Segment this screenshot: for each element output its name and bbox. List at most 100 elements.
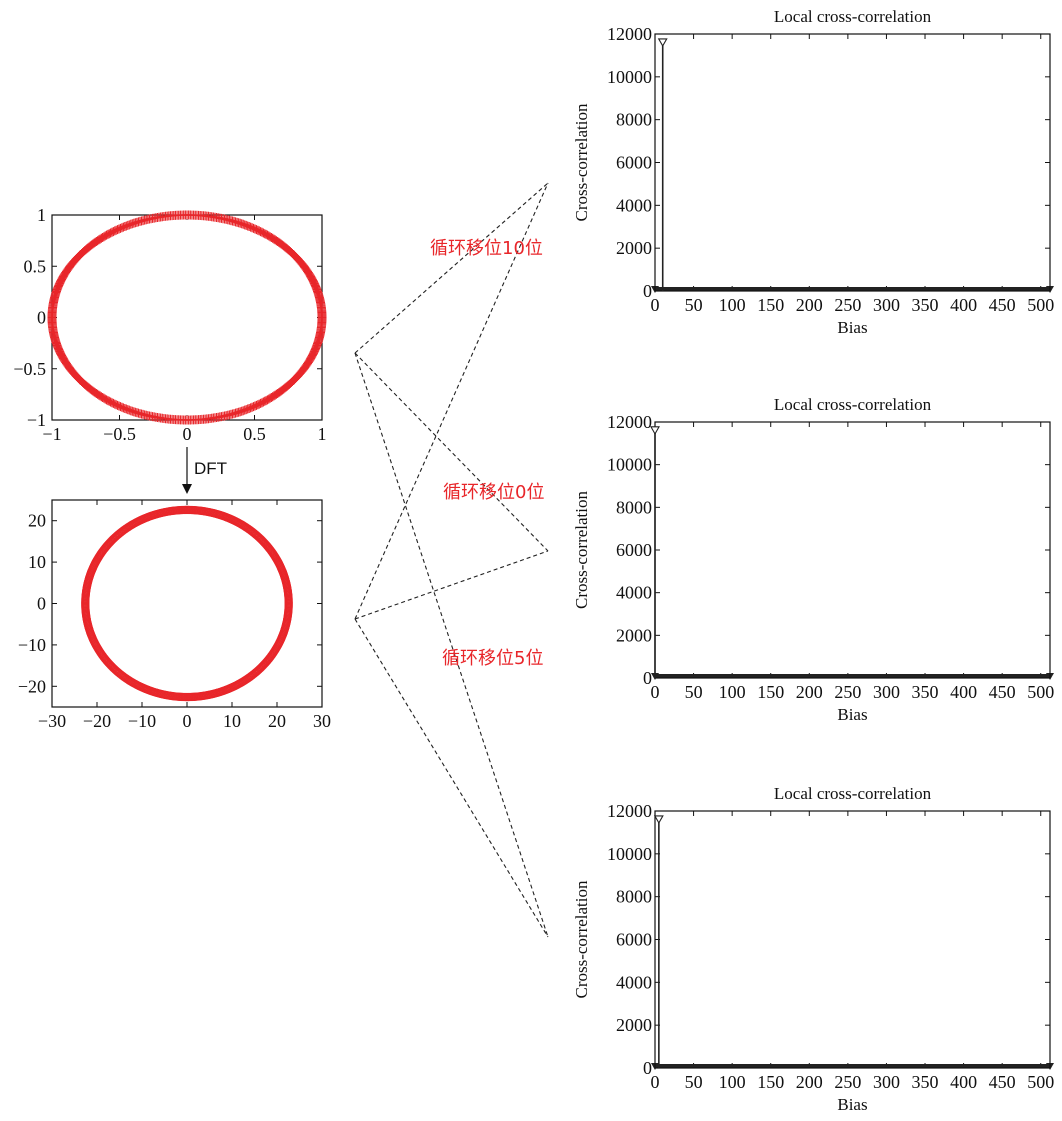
xcorr-top-ylabel: Cross-correlation	[572, 103, 591, 222]
xcorr-top-xtick-label: 0	[651, 295, 660, 315]
constellation-plus-ytick-label: 1	[37, 205, 46, 225]
xcorr-middle-xtick-label: 400	[950, 682, 977, 702]
xcorr-bottom-xtick-label: 450	[989, 1072, 1016, 1092]
xcorr-bottom-ytick-label: 4000	[616, 972, 652, 992]
dft-arrow: DFT	[182, 447, 227, 494]
xcorr-middle-ytick-label: 0	[643, 668, 652, 688]
xcorr-bottom-frame	[654, 810, 1051, 1069]
constellation-dft-ytick-label: 10	[28, 552, 46, 572]
xcorr-middle-xtick-label: 0	[651, 682, 660, 702]
constellation-dft-ytick-label: −20	[18, 676, 46, 696]
constellation-dft-xtick-label: 10	[223, 711, 241, 731]
xcorr-middle-xtick-label: 100	[719, 682, 746, 702]
xcorr-top-frame	[654, 33, 1051, 292]
xcorr-top-xtick-label: 250	[834, 295, 861, 315]
constellation-plus-xtick-label: 0.5	[243, 424, 266, 444]
xcorr-top-peak-marker	[657, 38, 668, 47]
xcorr-bottom-ytick-label: 12000	[607, 801, 652, 821]
shift-label-0: 循环移位0位	[443, 482, 544, 503]
constellation-plus-ytick-label: −0.5	[13, 359, 46, 379]
constellation-plus-xtick-label: 1	[318, 424, 327, 444]
xcorr-bottom-xtick-label: 0	[651, 1072, 660, 1092]
connector-line	[354, 352, 549, 938]
xcorr-top-ytick-label: 4000	[616, 195, 652, 215]
constellation-dft-xtick-label: 0	[183, 711, 192, 731]
xcorr-middle-xtick-label: 300	[873, 682, 900, 702]
xcorr-middle-ytick-label: 2000	[616, 625, 652, 645]
connector-line	[354, 352, 549, 552]
xcorr-top-xtick-label: 300	[873, 295, 900, 315]
constellation-plus-ytick-label: 0	[37, 308, 46, 328]
xcorr-bottom-xtick-label: 200	[796, 1072, 823, 1092]
xcorr-middle-peak-marker	[650, 426, 660, 435]
connector-lines	[354, 182, 549, 938]
xcorr-bottom-xtick-label: 150	[757, 1072, 784, 1092]
constellation-plus-ytick-label: 0.5	[24, 256, 47, 276]
xcorr-bottom-xlabel: Bias	[837, 1095, 867, 1114]
shift-label-5: 循环移位5位	[442, 648, 543, 669]
constellation-plus-xtick-label: −1	[42, 424, 61, 444]
xcorr-top-ytick-label: 12000	[607, 24, 652, 44]
xcorr-top-xtick-label: 500	[1027, 295, 1054, 315]
constellation-plus-points	[47, 210, 327, 425]
xcorr-top-xtick-label: 200	[796, 295, 823, 315]
connector-line	[354, 182, 549, 354]
xcorr-middle-xtick-label: 150	[757, 682, 784, 702]
xcorr-bottom-ylabel: Cross-correlation	[572, 880, 591, 999]
xcorr-bottom-xtick-label: 350	[912, 1072, 939, 1092]
xcorr-bottom-xtick-label: 400	[950, 1072, 977, 1092]
xcorr-middle-ytick-label: 4000	[616, 583, 652, 603]
baseline-marker-band	[655, 287, 1050, 291]
constellation-dft-ytick-label: −10	[18, 635, 46, 655]
xcorr-bottom-ytick-label: 2000	[616, 1015, 652, 1035]
xcorr-bottom-xtick-label: 500	[1027, 1072, 1054, 1092]
xcorr-middle-ytick-label: 10000	[607, 455, 652, 475]
xcorr-top-xlabel: Bias	[837, 318, 867, 337]
xcorr-middle-plot: Local cross-correlation Bias Cross-correla…	[572, 395, 1054, 724]
xcorr-middle-xtick-label: 500	[1027, 682, 1054, 702]
shift-label-10: 循环移位10位	[430, 238, 543, 259]
constellation-plus-xtick-label: 0	[183, 424, 192, 444]
xcorr-top-ytick-label: 10000	[607, 67, 652, 87]
constellation-dft-xtick-label: 20	[268, 711, 286, 731]
xcorr-top-xtick-label: 400	[950, 295, 977, 315]
connector-line	[354, 618, 549, 938]
xcorr-top-title: Local cross-correlation	[774, 7, 932, 26]
xcorr-bottom-ytick-label: 6000	[616, 930, 652, 950]
xcorr-top-xtick-label: 50	[685, 295, 703, 315]
constellation-dft-points	[81, 505, 293, 702]
xcorr-bottom-ytick-label: 10000	[607, 844, 652, 864]
constellation-plus-xtick-label: −0.5	[103, 424, 136, 444]
xcorr-middle-ylabel: Cross-correlation	[572, 490, 591, 609]
xcorr-top-ytick-label: 2000	[616, 238, 652, 258]
connector-line	[354, 550, 549, 620]
plots-layer: −1 −0.5 0 0.5 1 1 0.5 0 −0.5 −1 −30 −20 −10 0 10 20 30 20…	[13, 7, 1054, 1114]
xcorr-middle-xtick-label: 200	[796, 682, 823, 702]
xcorr-middle-baseline-stems	[651, 673, 1054, 680]
constellation-dft-xtick-label: −10	[128, 711, 156, 731]
xcorr-middle-xtick-label: 350	[912, 682, 939, 702]
dft-label: DFT	[194, 459, 227, 478]
xcorr-middle-ytick-label: 6000	[616, 540, 652, 560]
xcorr-top-xtick-label: 350	[912, 295, 939, 315]
xcorr-bottom-ytick-label: 0	[643, 1058, 652, 1078]
xcorr-top-baseline-stems	[651, 286, 1054, 293]
constellation-dft-ytick-label: 0	[37, 594, 46, 614]
xcorr-middle-xtick-label: 450	[989, 682, 1016, 702]
xcorr-top-xtick-label: 450	[989, 295, 1016, 315]
xcorr-bottom-ytick-label: 8000	[616, 887, 652, 907]
xcorr-middle-xtick-label: 250	[834, 682, 861, 702]
xcorr-bottom-plot: Local cross-correlation Bias Cross-correla…	[572, 784, 1054, 1114]
constellation-dft-plot: −30 −20 −10 0 10 20 30 20 10 0 −10 −20	[18, 499, 331, 731]
xcorr-bottom-xtick-label: 100	[719, 1072, 746, 1092]
constellation-plus-plot: −1 −0.5 0 0.5 1 1 0.5 0 −0.5 −1	[13, 205, 327, 444]
xcorr-middle-xtick-label: 50	[685, 682, 703, 702]
constellation-dft-xtick-label: 30	[313, 711, 331, 731]
baseline-marker-band	[655, 674, 1050, 678]
xcorr-top-plot: Local cross-correlation Bias Cross-correla…	[572, 7, 1054, 337]
xcorr-top-ytick-label: 8000	[616, 110, 652, 130]
plus-marker	[317, 314, 327, 324]
circle-marker	[284, 600, 293, 609]
xcorr-top-xtick-label: 150	[757, 295, 784, 315]
